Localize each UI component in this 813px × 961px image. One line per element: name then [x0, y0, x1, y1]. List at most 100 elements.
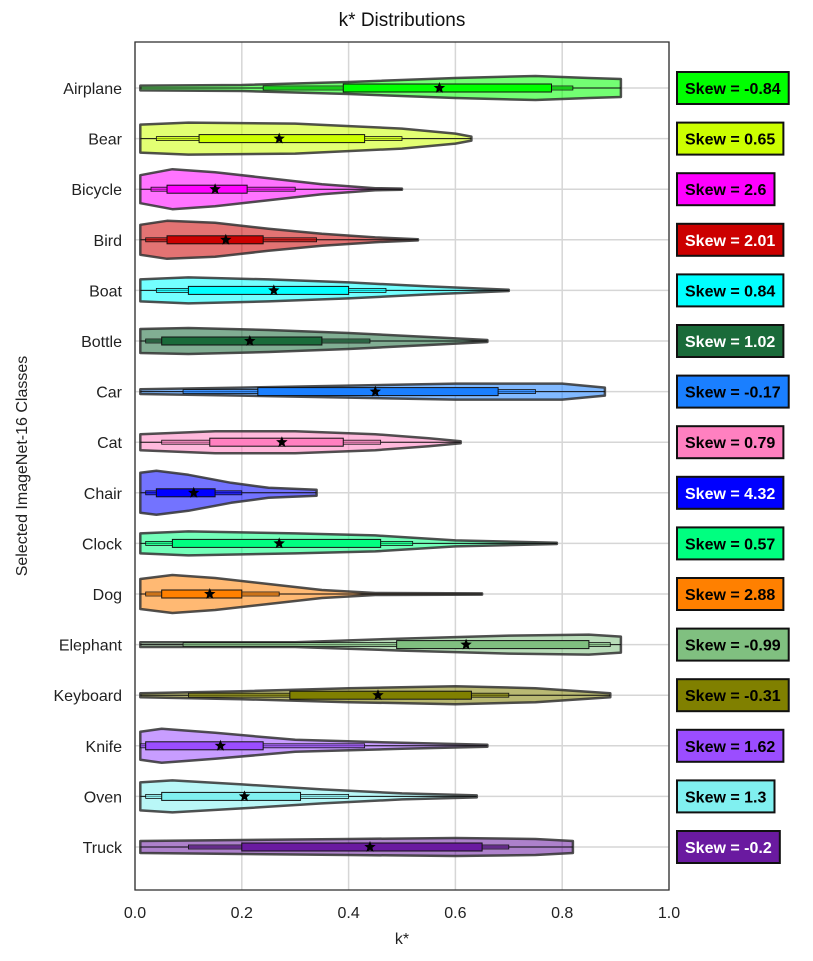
mean-star-marker	[276, 436, 288, 448]
mean-star-marker	[273, 132, 285, 144]
mean-star-marker	[238, 790, 251, 802]
iqr-box	[342, 83, 553, 93]
iqr-box	[155, 488, 216, 498]
mean-star-marker	[364, 841, 376, 852]
mean-star-marker	[214, 739, 227, 751]
violin-car	[139, 382, 607, 401]
skew-box-background	[676, 678, 790, 713]
mean-star-marker	[273, 537, 285, 549]
skew-label-box: Skew = 4.32	[676, 475, 785, 510]
skew-label-box: Skew = 2.88	[676, 577, 785, 611]
iqr-box	[161, 336, 323, 346]
violin-boat	[139, 276, 511, 305]
iqr-box	[145, 741, 264, 751]
y-tick-label: Truck	[83, 840, 123, 857]
skew-box-background	[676, 779, 776, 814]
iqr-box	[161, 589, 243, 599]
mean-star-marker	[244, 335, 256, 346]
violin-clock	[139, 530, 559, 557]
y-tick-label: Keyboard	[54, 688, 123, 705]
skew-label-box: Skew = -0.84	[676, 71, 790, 105]
skew-box-background	[676, 324, 785, 358]
skew-box-background	[676, 526, 785, 561]
skew-text: Skew = 0.84	[685, 283, 775, 300]
x-tick-label: 0.0	[124, 905, 146, 922]
skew-text: Skew = 2.88	[685, 587, 775, 604]
skew-text: Skew = -0.84	[685, 81, 781, 98]
mean-star-marker	[188, 486, 200, 498]
violin-oven	[139, 779, 479, 814]
x-axis-label: k*	[395, 931, 409, 948]
x-tick-label: 0.2	[231, 905, 253, 922]
mean-star-marker	[209, 183, 221, 195]
skew-text: Skew = -0.17	[685, 385, 781, 402]
y-tick-label: Bicycle	[71, 182, 122, 199]
skew-text: Skew = 0.79	[685, 435, 775, 452]
mean-star-marker	[460, 638, 472, 650]
mean-star-marker	[204, 588, 216, 599]
y-tick-label: Chair	[84, 486, 123, 503]
x-tick-label: 0.6	[444, 905, 466, 922]
skew-label-box: Skew = 0.65	[676, 121, 785, 156]
violin-keyboard	[139, 684, 612, 706]
y-axis-label: Selected ImageNet-16 Classes	[14, 356, 31, 577]
skew-label-box: Skew = 1.02	[676, 324, 785, 358]
chart-title: k* Distributions	[339, 10, 466, 31]
skew-box-background	[676, 273, 785, 308]
y-tick-label: Bear	[88, 132, 122, 149]
iqr-box	[187, 285, 350, 295]
skew-label-box: Skew = -0.99	[676, 627, 790, 662]
plot-frame	[134, 41, 670, 891]
violin-airplane	[139, 74, 623, 102]
iqr-box	[396, 640, 590, 650]
skew-label-box: Skew = 0.84	[676, 273, 785, 308]
skew-box-background	[676, 627, 790, 662]
skew-label-box: Skew = -0.2	[676, 830, 781, 864]
skew-label-box: Skew = 2.01	[676, 222, 785, 257]
violin-chair	[139, 469, 318, 517]
y-tick-label: Dog	[93, 587, 122, 604]
skew-box-background	[676, 475, 785, 510]
skew-text: Skew = 2.6	[685, 182, 766, 199]
skew-text: Skew = -0.99	[685, 638, 781, 655]
y-tick-label: Car	[96, 385, 122, 402]
skew-text: Skew = 4.32	[685, 486, 775, 503]
skew-label-box: Skew = 0.57	[676, 526, 785, 561]
skew-text: Skew = 1.02	[685, 334, 775, 351]
violin-dog	[139, 573, 484, 615]
skew-text: Skew = -0.31	[685, 688, 781, 705]
skew-text: Skew = 2.01	[685, 233, 775, 250]
y-tick-label: Bird	[94, 233, 122, 250]
iqr-box	[209, 437, 344, 447]
y-tick-label: Oven	[84, 789, 122, 806]
violins	[139, 74, 623, 858]
skew-box-background	[676, 425, 785, 460]
violin-truck	[139, 836, 575, 858]
y-tick-label: Bottle	[81, 334, 122, 351]
mean-star-marker	[433, 82, 446, 93]
y-tick-label: Knife	[86, 739, 123, 756]
skew-box-background	[676, 728, 785, 763]
y-tick-label: Clock	[82, 536, 123, 553]
x-tick-label: 0.8	[551, 905, 573, 922]
iqr-box	[166, 184, 248, 194]
skew-label-box: Skew = -0.17	[676, 374, 790, 409]
skew-box-background	[676, 830, 781, 864]
skew-text: Skew = -0.2	[685, 840, 772, 857]
skew-text: Skew = 1.3	[685, 789, 766, 806]
iqr-box	[166, 235, 264, 245]
violin-bottle	[139, 326, 489, 356]
skew-label-box: Skew = 2.6	[676, 172, 776, 207]
violin-knife	[139, 727, 489, 765]
violin-bird	[139, 219, 420, 261]
skew-box-background	[676, 121, 785, 156]
mean-star-marker	[220, 233, 232, 245]
mean-star-marker	[369, 385, 381, 397]
iqr-box	[241, 842, 483, 852]
skew-box-background	[676, 172, 776, 207]
y-tick-label: Boat	[89, 283, 122, 300]
iqr-box	[161, 791, 302, 801]
skew-text: Skew = 1.62	[685, 739, 775, 756]
y-tick-label: Airplane	[63, 81, 122, 98]
